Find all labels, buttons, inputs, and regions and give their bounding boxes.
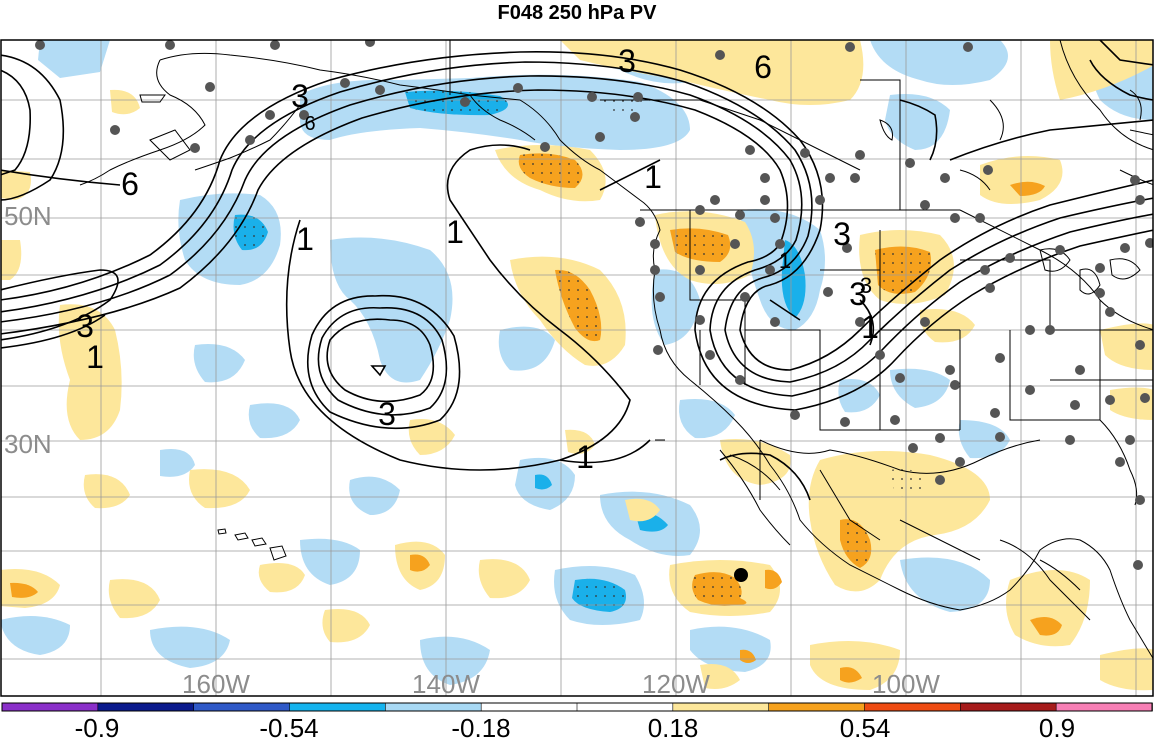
lat-label-30n: 30N [4, 429, 52, 459]
contour-label: 1 [86, 339, 104, 375]
colorbar-label: -0.9 [75, 713, 120, 739]
colorbar-swatch [385, 702, 482, 712]
colorbar-swatch [1, 702, 99, 712]
map-title: F048 250 hPa PV [497, 2, 657, 24]
contour-label: 1 [576, 439, 594, 475]
colorbar-label: 0.18 [648, 713, 699, 739]
colorbar-swatch [864, 702, 962, 712]
colorbar-swatch [960, 702, 1057, 712]
lon-label-120w: 120W [642, 669, 710, 699]
pv-contours [1, 40, 1153, 501]
location-marker [734, 568, 748, 582]
contour-label: 3 [849, 276, 867, 312]
contour-label: 3 [860, 273, 872, 298]
graticule [1, 40, 1153, 696]
contour-labels: 3 6 3 6 3 6 1 1 1 1 3 1 3 3 3 1 1 [76, 43, 879, 475]
colorbar-swatch [576, 702, 674, 712]
colorbar-swatch [1055, 702, 1153, 712]
contour-label: 3 [618, 43, 636, 79]
colorbar-swatch [480, 702, 578, 712]
colorbar-swatch [768, 702, 866, 712]
colorbar: -0.9 -0.54 -0.18 0.18 0.54 0.9 [1, 702, 1153, 739]
lat-label-50n: 50N [4, 201, 52, 231]
colorbar-swatch [672, 702, 770, 712]
coastlines-and-boundaries [79, 40, 1153, 660]
contour-label: 3 [378, 396, 396, 432]
colorbar-label: 0.9 [1039, 713, 1075, 739]
lon-label-160w: 160W [182, 669, 250, 699]
contour-label: 6 [754, 49, 772, 85]
lon-label-140w: 140W [412, 669, 480, 699]
contour-label: 3 [76, 308, 94, 344]
colorbar-frame [1, 702, 1153, 712]
contour-label: 1 [861, 309, 879, 345]
contour-label: 1 [779, 248, 791, 273]
map-frame [0, 39, 1154, 697]
lon-label-100w: 100W [872, 669, 940, 699]
colorbar-swatch [289, 702, 387, 712]
colorbar-label: 0.54 [840, 713, 891, 739]
contour-label: 1 [644, 159, 662, 195]
colorbar-swatch [97, 702, 195, 712]
axis-labels: 50N 30N 160W 140W 120W 100W [4, 201, 940, 699]
contour-label: 6 [304, 113, 315, 135]
colorbar-label: -0.54 [259, 713, 318, 739]
contour-label: 1 [446, 214, 464, 250]
contour-label: 3 [291, 78, 309, 114]
colorbar-swatch [193, 702, 291, 712]
colorbar-label: -0.18 [451, 713, 510, 739]
station-dots [35, 40, 1153, 570]
contour-label: 6 [121, 166, 139, 202]
contour-label: 1 [296, 221, 314, 257]
contour-label: 3 [833, 216, 851, 252]
